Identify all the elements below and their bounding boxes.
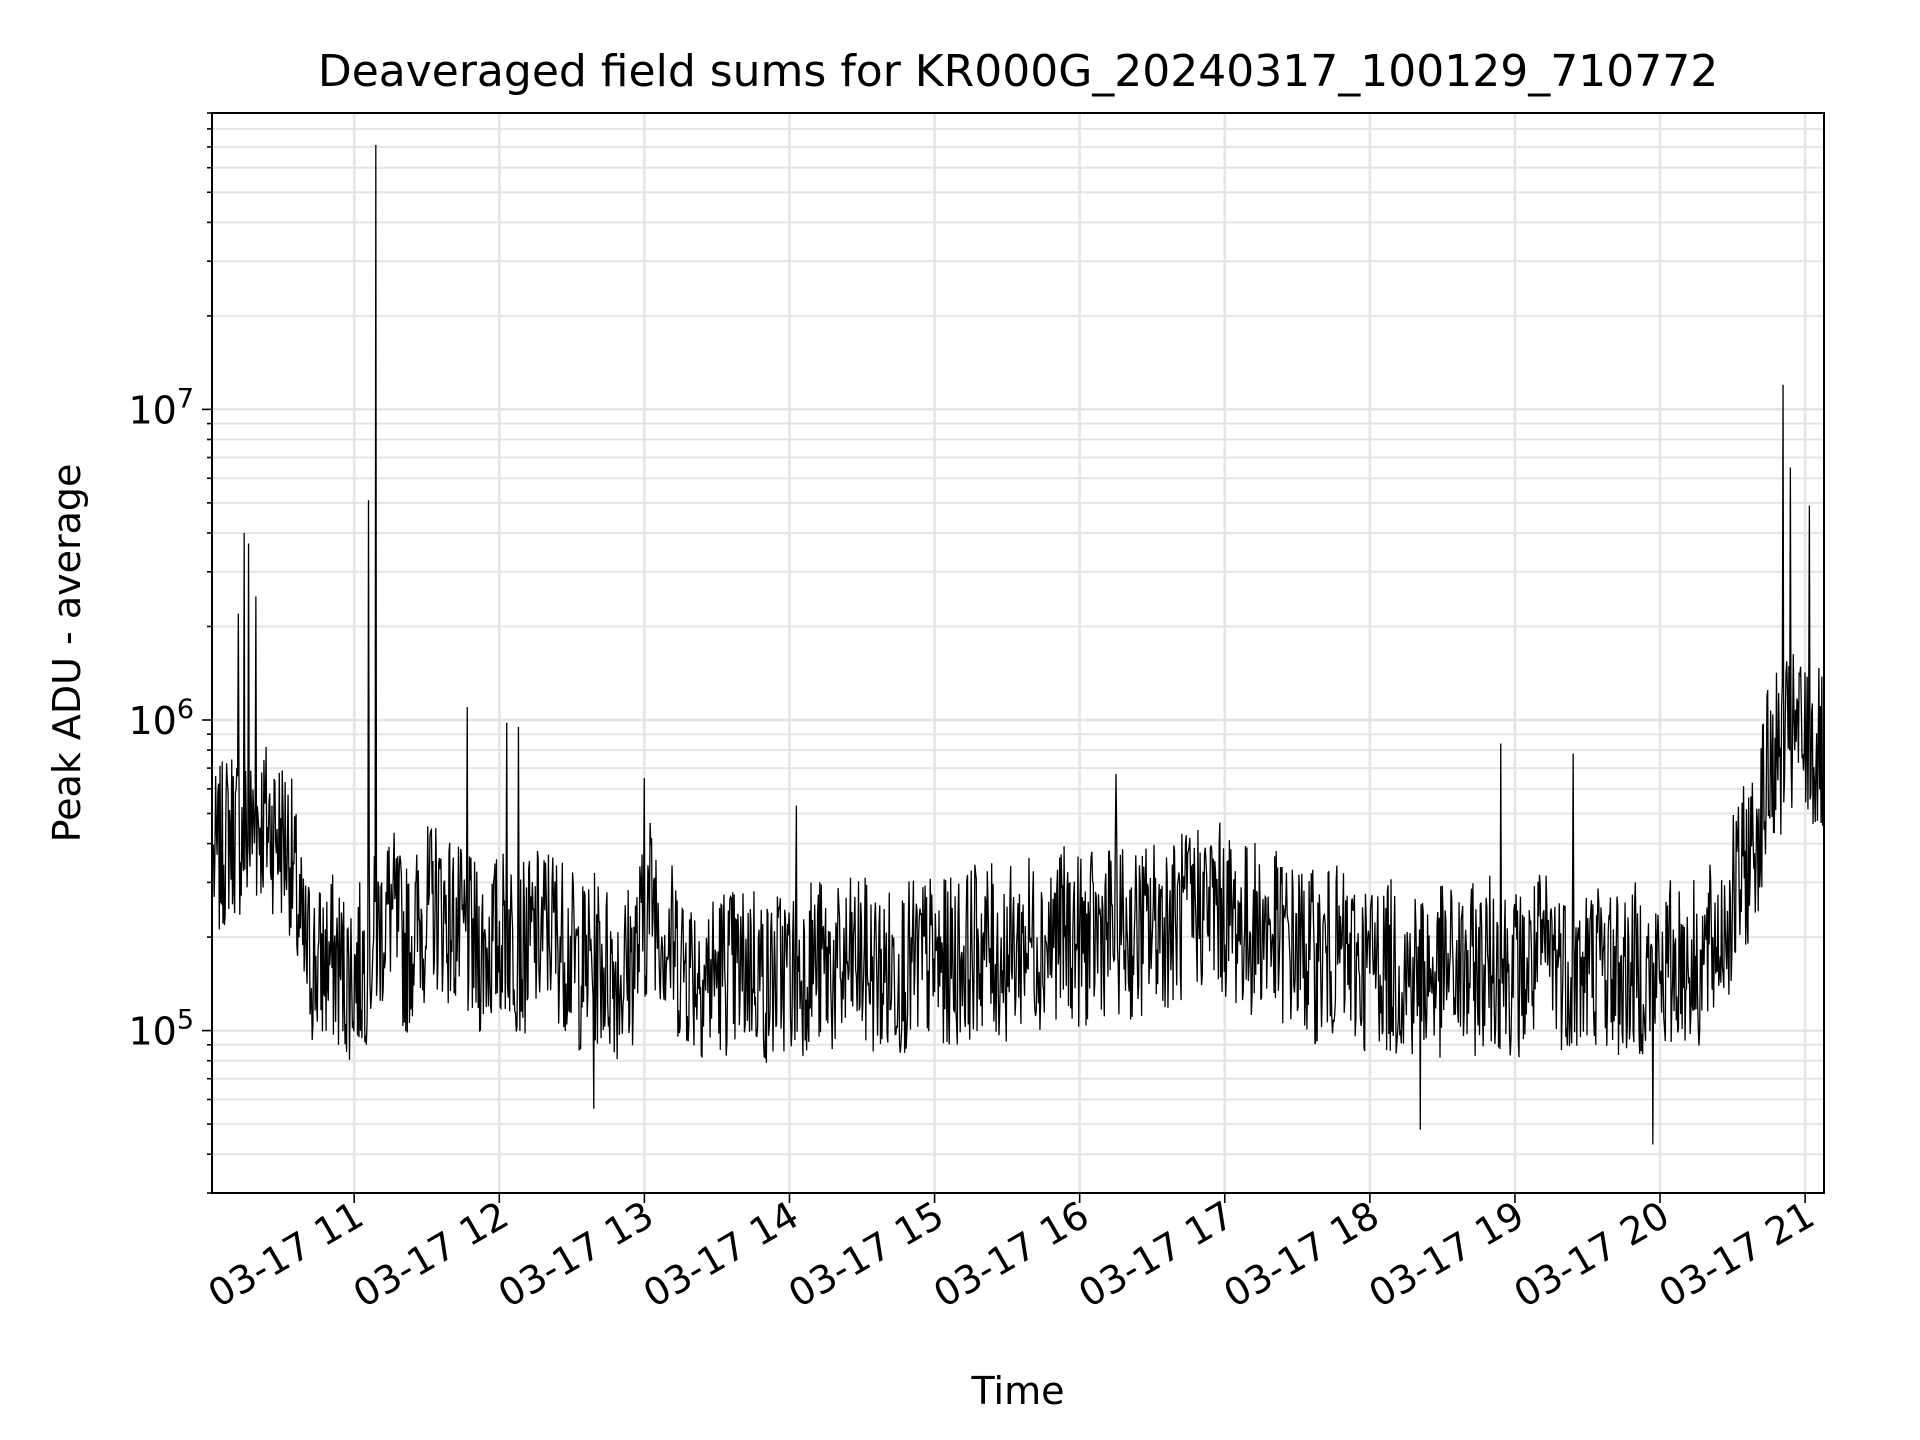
y-axis-label: Peak ADU - average [45,464,89,843]
chart-title: Deaveraged field sums for KR000G_2024031… [318,46,1718,97]
y-tick-label: 107 [128,383,194,432]
data-series [212,144,1824,1145]
y-tick-label: 106 [128,694,194,743]
plot-frame [211,112,1825,1194]
x-axis-label: Time [971,1369,1065,1413]
series-line [212,144,1824,1145]
y-tick-label: 105 [128,1005,194,1054]
